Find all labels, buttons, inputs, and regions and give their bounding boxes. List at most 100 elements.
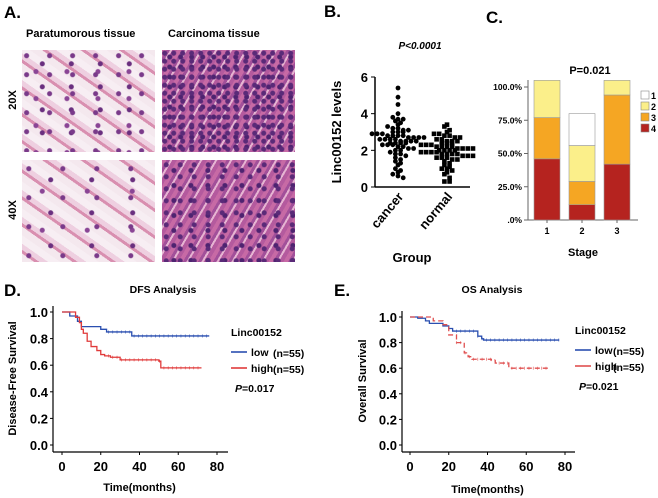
y-tick-label: 100.0% xyxy=(493,82,522,92)
legend-swatch-3 xyxy=(640,112,650,122)
data-point-normal xyxy=(439,166,445,171)
data-point-normal xyxy=(442,162,447,168)
p-value-text: P=0.017 xyxy=(235,383,275,395)
y-tick-label: 0.2 xyxy=(30,411,48,426)
y-tick-label: 0.0 xyxy=(379,438,397,453)
x-tick-label: 20 xyxy=(442,459,456,474)
x-axis-label: Stage xyxy=(568,247,598,259)
data-point-normal xyxy=(442,159,447,164)
data-point-normal xyxy=(449,168,455,173)
data-point-cancer xyxy=(390,125,396,131)
y-axis-label: Linc00152 levels xyxy=(329,81,344,184)
data-point-normal xyxy=(447,160,452,166)
data-point-normal xyxy=(447,127,452,133)
data-point-cancer xyxy=(390,114,396,120)
data-point-normal xyxy=(423,149,429,155)
histology-carcinoma-20x xyxy=(162,50,295,152)
y-tick-label: 0.2 xyxy=(379,412,397,427)
data-point-cancer xyxy=(398,151,403,157)
data-point-cancer xyxy=(380,131,385,137)
data-point-normal xyxy=(449,144,455,149)
data-point-normal xyxy=(423,142,429,148)
panel-d-label: D. xyxy=(4,281,21,300)
y-tick-label: 0.8 xyxy=(30,332,48,347)
data-point-normal xyxy=(442,124,447,129)
data-point-cancer xyxy=(387,136,393,142)
data-point-cancer xyxy=(395,94,401,100)
data-point-normal xyxy=(434,137,439,142)
data-point-cancer xyxy=(390,171,396,177)
data-point-normal xyxy=(444,129,450,135)
legend-label: 2 xyxy=(651,102,656,112)
data-point-cancer xyxy=(395,173,401,179)
x-tick-label: 60 xyxy=(519,459,533,474)
y-tick-label: 2 xyxy=(361,143,368,158)
data-point-cancer xyxy=(398,120,403,126)
x-tick-label: 2 xyxy=(579,226,584,236)
data-point-cancer xyxy=(421,135,427,140)
data-point-cancer xyxy=(393,140,398,146)
histology-paratumorous-40x xyxy=(22,160,155,262)
data-point-cancer xyxy=(387,149,393,155)
data-point-cancer xyxy=(411,146,416,151)
data-point-normal xyxy=(449,157,455,162)
data-point-normal xyxy=(460,146,465,151)
data-point-normal xyxy=(457,135,463,140)
data-point-normal xyxy=(439,140,445,146)
legend-label: 4 xyxy=(651,124,656,134)
y-axis-label: Disease-Free Survival xyxy=(7,321,19,435)
y-tick-label: 75.0% xyxy=(498,115,523,125)
panel-a-label: A. xyxy=(4,3,21,22)
data-point-cancer xyxy=(395,133,401,139)
data-point-cancer xyxy=(398,147,403,153)
data-point-normal xyxy=(431,131,437,137)
data-point-normal xyxy=(439,144,445,149)
col-header-paratumorous: Paratumorous tissue xyxy=(26,28,136,40)
col-header-carcinoma: Carcinoma tissue xyxy=(168,28,260,40)
panel-c-label: C. xyxy=(486,8,503,27)
legend-label-high: high xyxy=(251,363,273,375)
y-tick-label: .0% xyxy=(507,215,522,225)
x-axis-label: Group xyxy=(393,250,432,265)
data-point-cancer xyxy=(395,129,401,135)
data-point-cancer xyxy=(395,102,401,107)
x-tick-label: 80 xyxy=(210,459,224,474)
bar-stage3-grade2 xyxy=(603,80,631,96)
legend-label-low: low xyxy=(251,347,269,359)
bar-stage2-grade2 xyxy=(568,145,596,182)
data-point-cancer xyxy=(385,133,390,139)
data-point-normal xyxy=(442,171,447,177)
y-tick-label: 0.0 xyxy=(30,438,48,453)
x-tick-label: cancer xyxy=(368,189,406,231)
legend-swatch-2 xyxy=(640,101,650,111)
legend-n-high: (n=55) xyxy=(613,362,644,374)
data-point-normal xyxy=(434,149,439,155)
x-tick-label: 0 xyxy=(406,459,413,474)
data-point-normal xyxy=(447,133,452,138)
x-tick-label: 0 xyxy=(58,459,65,474)
legend-n-low: (n=55) xyxy=(273,348,304,360)
data-point-normal xyxy=(439,155,445,160)
x-tick-label: 1 xyxy=(544,226,549,236)
data-point-normal xyxy=(444,155,450,160)
legend-title: Linc00152 xyxy=(231,327,282,339)
data-point-cancer xyxy=(393,166,398,172)
bar-stage3-grade4 xyxy=(603,163,631,221)
panel-b-label: B. xyxy=(324,2,341,21)
bar-stage1-grade2 xyxy=(533,80,561,118)
legend-swatch-4 xyxy=(640,123,650,133)
data-point-cancer xyxy=(393,136,398,142)
km-curve-high xyxy=(410,316,550,369)
bar-stage1-grade4 xyxy=(533,158,561,221)
data-point-normal xyxy=(429,142,434,148)
data-point-cancer xyxy=(413,138,419,144)
data-point-normal xyxy=(444,138,450,144)
y-tick-label: 1.0 xyxy=(379,310,397,325)
data-point-normal xyxy=(465,153,471,159)
data-point-cancer xyxy=(400,127,406,133)
data-point-cancer xyxy=(369,131,375,137)
y-tick-label: 0.8 xyxy=(379,336,397,351)
x-axis-label: Time(months) xyxy=(103,482,176,494)
